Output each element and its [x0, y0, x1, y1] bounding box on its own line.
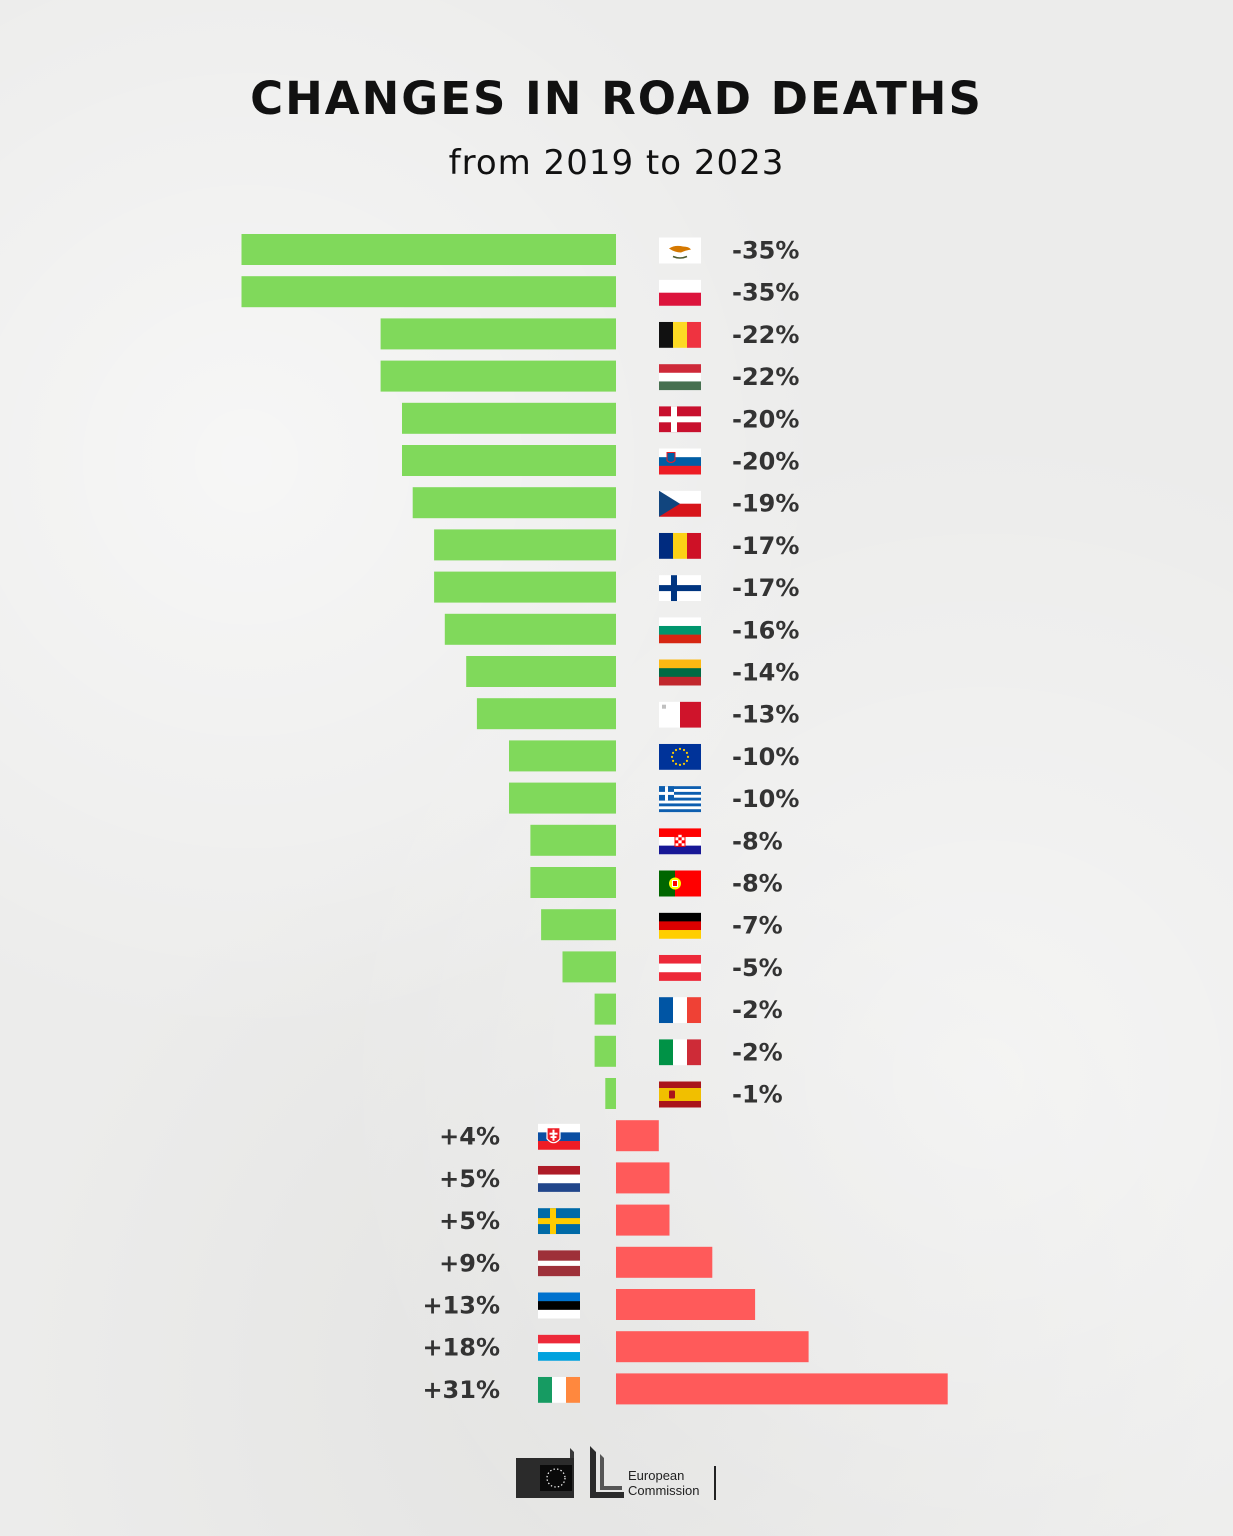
- eu-flag-icon: [659, 743, 701, 770]
- finland-flag-icon: [659, 575, 701, 602]
- czechia-flag-icon: [659, 490, 701, 517]
- lithuania-flag-icon: [659, 659, 701, 686]
- bar-ireland: [616, 1373, 948, 1405]
- value-label-denmark: -20%: [732, 405, 799, 433]
- ec-building-icon: [516, 1446, 624, 1498]
- latvia-flag-icon: [538, 1250, 580, 1277]
- ec-logo-text-line1: European: [628, 1468, 685, 1483]
- bar-portugal: [530, 867, 616, 898]
- ec-logo-text-line2: Commission: [628, 1483, 700, 1498]
- bar-malta: [476, 698, 616, 730]
- denmark-flag-icon: [659, 406, 701, 433]
- value-label-croatia: -8%: [732, 827, 783, 855]
- value-label-luxembourg: +18%: [422, 1334, 500, 1362]
- bar-belgium: [380, 318, 616, 350]
- ec-logo-text: European Commission: [628, 1468, 728, 1498]
- value-label-italy: -2%: [732, 1038, 783, 1066]
- value-label-greece: -10%: [732, 785, 799, 813]
- value-label-estonia: +13%: [422, 1292, 500, 1320]
- chart-title: CHANGES IN ROAD DEATHS: [250, 72, 983, 125]
- sweden-flag-icon: [538, 1208, 580, 1235]
- poland-flag-icon: [659, 279, 701, 306]
- value-label-sweden: +5%: [439, 1207, 500, 1235]
- bar-hungary: [380, 360, 616, 392]
- bar-slovakia: [616, 1120, 659, 1152]
- bar-chart: -35% -35% -22% -22% -20% -20% -19% -17% -17% -16%…: [241, 234, 948, 1405]
- bar-estonia: [616, 1289, 756, 1320]
- ec-logo-divider: [714, 1466, 716, 1500]
- bar-czechia: [412, 487, 616, 519]
- malta-flag-icon: [659, 701, 701, 728]
- cyprus-flag-icon: [659, 237, 701, 264]
- value-label-latvia: +9%: [439, 1249, 500, 1277]
- value-label-bulgaria: -16%: [732, 616, 799, 644]
- value-label-european-union: -10%: [732, 743, 799, 771]
- hungary-flag-icon: [659, 364, 701, 391]
- slovakia-flag-icon: [538, 1123, 580, 1150]
- bar-france: [594, 993, 616, 1025]
- value-label-lithuania: -14%: [732, 659, 799, 687]
- value-label-malta: -13%: [732, 701, 799, 729]
- value-label-spain: -1%: [732, 1081, 783, 1109]
- value-label-france: -2%: [732, 996, 783, 1024]
- chart-subtitle: from 2019 to 2023: [448, 143, 785, 183]
- bar-cyprus: [241, 234, 616, 265]
- value-label-netherlands: +5%: [439, 1165, 500, 1193]
- bar-slovenia: [402, 445, 616, 476]
- value-label-hungary: -22%: [732, 363, 799, 391]
- value-label-romania: -17%: [732, 532, 799, 560]
- value-label-slovenia: -20%: [732, 448, 799, 476]
- bar-bulgaria: [444, 613, 616, 645]
- bar-spain: [605, 1078, 616, 1109]
- belgium-flag-icon: [659, 321, 701, 348]
- bar-luxembourg: [616, 1331, 809, 1363]
- austria-flag-icon: [659, 954, 701, 981]
- bar-european-union: [509, 740, 616, 772]
- france-flag-icon: [659, 997, 701, 1024]
- bar-romania: [434, 529, 616, 561]
- croatia-flag-icon: [659, 828, 701, 855]
- estonia-flag-icon: [538, 1292, 580, 1319]
- spain-flag-icon: [659, 1081, 701, 1108]
- bar-sweden: [616, 1204, 670, 1236]
- portugal-flag-icon: [659, 870, 701, 897]
- bulgaria-flag-icon: [659, 617, 701, 644]
- romania-flag-icon: [659, 532, 701, 559]
- slovenia-flag-icon: [659, 448, 701, 475]
- value-label-slovakia: +4%: [439, 1123, 500, 1151]
- value-label-cyprus: -35%: [732, 237, 799, 265]
- value-label-finland: -17%: [732, 574, 799, 602]
- value-label-portugal: -8%: [732, 870, 783, 898]
- value-label-austria: -5%: [732, 954, 783, 982]
- bar-greece: [509, 782, 616, 814]
- netherlands-flag-icon: [538, 1165, 580, 1192]
- bar-netherlands: [616, 1162, 670, 1194]
- greece-flag-icon: [659, 786, 701, 813]
- bar-latvia: [616, 1246, 713, 1278]
- value-label-belgium: -22%: [732, 321, 799, 349]
- bar-italy: [594, 1035, 616, 1067]
- ireland-flag-icon: [538, 1376, 580, 1403]
- italy-flag-icon: [659, 1039, 701, 1066]
- bar-croatia: [530, 824, 616, 856]
- bar-finland: [434, 571, 616, 603]
- bar-denmark: [402, 402, 616, 434]
- european-commission-logo: European Commission: [516, 1444, 736, 1502]
- value-label-czechia: -19%: [732, 490, 799, 518]
- bar-lithuania: [466, 656, 616, 687]
- value-label-germany: -7%: [732, 912, 783, 940]
- bar-austria: [562, 951, 616, 983]
- value-label-ireland: +31%: [422, 1376, 500, 1404]
- bar-germany: [541, 909, 616, 941]
- germany-flag-icon: [659, 912, 701, 939]
- value-label-poland: -35%: [732, 279, 799, 307]
- bar-poland: [241, 276, 616, 308]
- luxembourg-flag-icon: [538, 1334, 580, 1361]
